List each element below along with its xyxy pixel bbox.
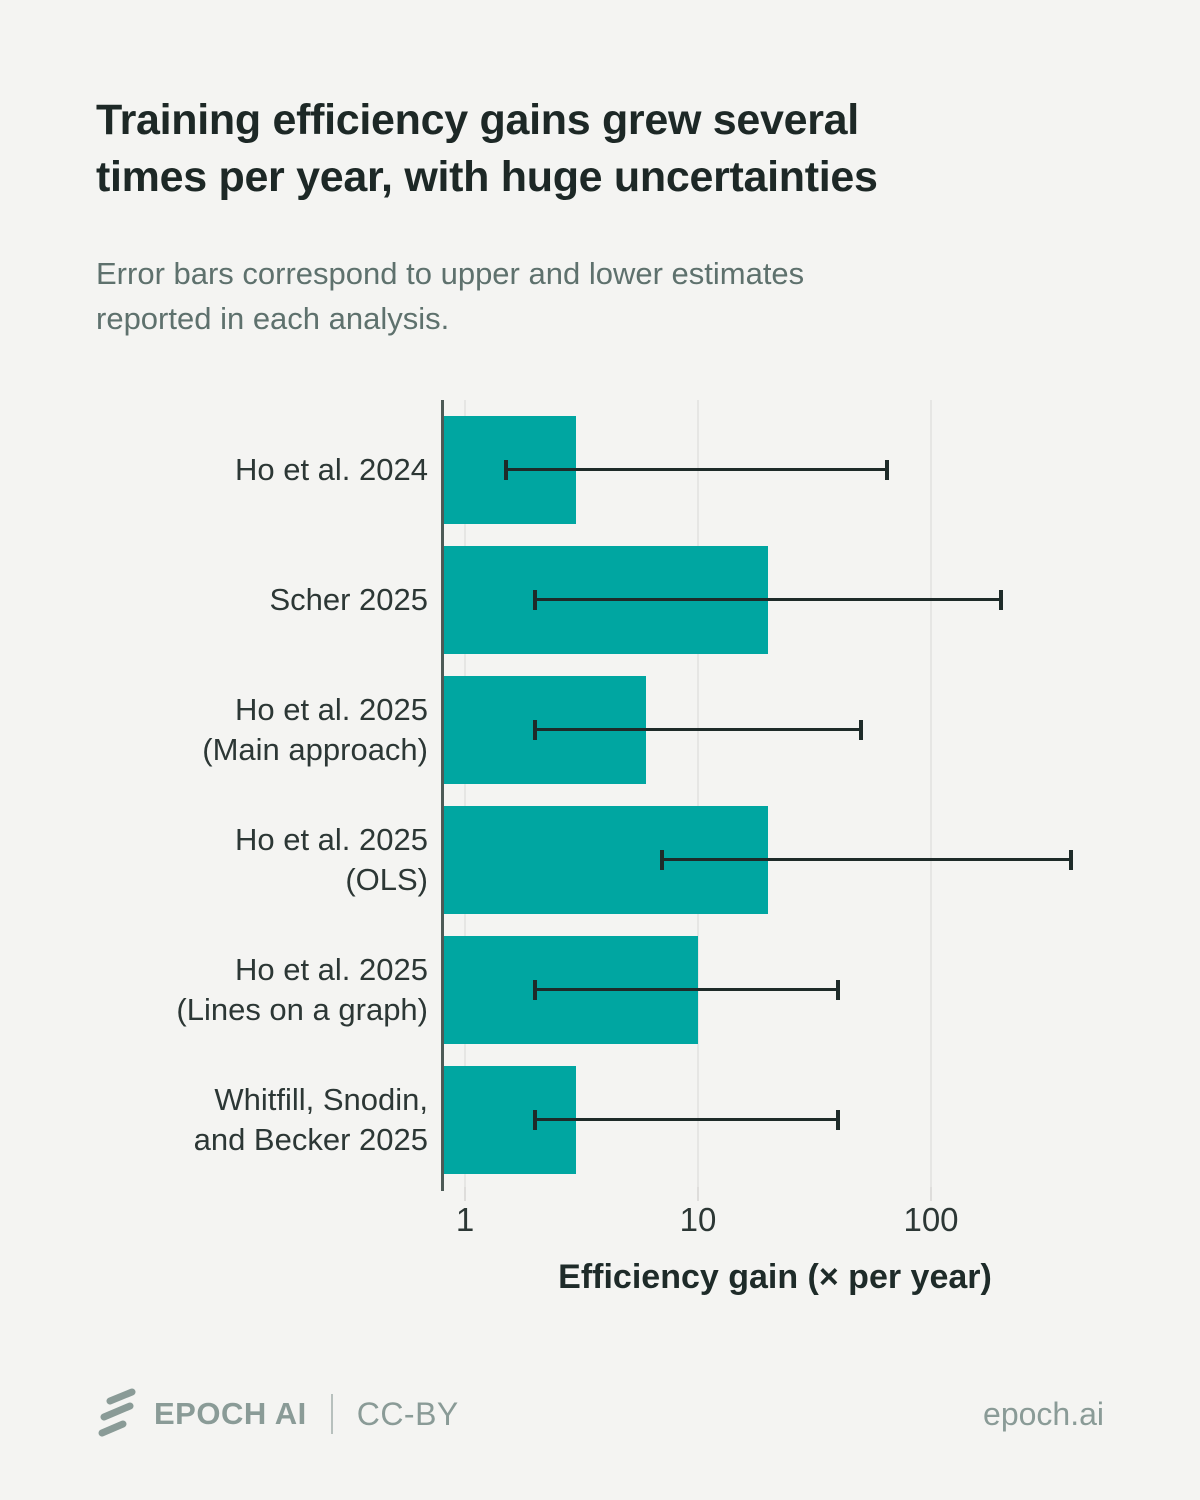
error-bar bbox=[535, 1118, 839, 1121]
error-bar bbox=[535, 728, 861, 731]
error-bar-cap-high bbox=[999, 590, 1004, 610]
axis-tick bbox=[930, 1187, 932, 1201]
error-bar-cap-low bbox=[659, 850, 664, 870]
gridline bbox=[930, 400, 932, 1187]
axis-tick bbox=[697, 1187, 699, 1201]
x-tick-label: 100 bbox=[903, 1201, 959, 1238]
error-bar-cap-low bbox=[533, 980, 538, 1000]
error-bar-cap-low bbox=[504, 460, 509, 480]
category-label: Ho et al. 2025 (Main approach) bbox=[202, 692, 428, 767]
chart-title: Training efficiency gains grew several t… bbox=[96, 96, 878, 201]
error-bar-cap-high bbox=[836, 980, 841, 1000]
category-label: Ho et al. 2025 (OLS) bbox=[234, 822, 428, 897]
error-bar-cap-low bbox=[533, 1110, 538, 1130]
error-bar-cap-low bbox=[533, 590, 538, 610]
gridline bbox=[697, 400, 699, 1187]
category-label: Ho et al. 2025 (Lines on a graph) bbox=[176, 952, 428, 1027]
error-bar bbox=[506, 468, 888, 471]
category-label: Scher 2025 bbox=[269, 582, 428, 617]
x-axis-title: Efficiency gain (× per year) bbox=[558, 1258, 992, 1296]
axis-tick bbox=[464, 1187, 466, 1201]
category-label: Whitfill, Snodin, and Becker 2025 bbox=[193, 1082, 428, 1157]
error-bar-cap-high bbox=[836, 1110, 841, 1130]
error-bar bbox=[535, 988, 839, 991]
license-label: CC-BY bbox=[356, 1395, 459, 1432]
x-tick-label: 1 bbox=[455, 1201, 475, 1238]
category-label: Ho et al. 2024 bbox=[234, 452, 428, 487]
error-bar-cap-high bbox=[858, 720, 863, 740]
error-bar-cap-high bbox=[885, 460, 890, 480]
chart-subtitle: Error bars correspond to upper and lower… bbox=[96, 256, 805, 336]
gridline bbox=[464, 400, 466, 1187]
error-bar bbox=[661, 858, 1072, 861]
brand-name: EPOCH AI bbox=[154, 1396, 307, 1431]
y-axis-spine bbox=[441, 400, 444, 1191]
site-link[interactable]: epoch.ai bbox=[983, 1395, 1104, 1432]
error-bar-cap-low bbox=[533, 720, 538, 740]
error-bar-cap-high bbox=[1069, 850, 1074, 870]
epoch-logo-icon bbox=[98, 1388, 136, 1437]
x-tick-label: 10 bbox=[679, 1201, 717, 1238]
error-bar bbox=[535, 598, 1002, 601]
footer-separator bbox=[330, 1394, 333, 1434]
footer: EPOCH AI CC-BY epoch.ai bbox=[96, 1382, 1104, 1446]
